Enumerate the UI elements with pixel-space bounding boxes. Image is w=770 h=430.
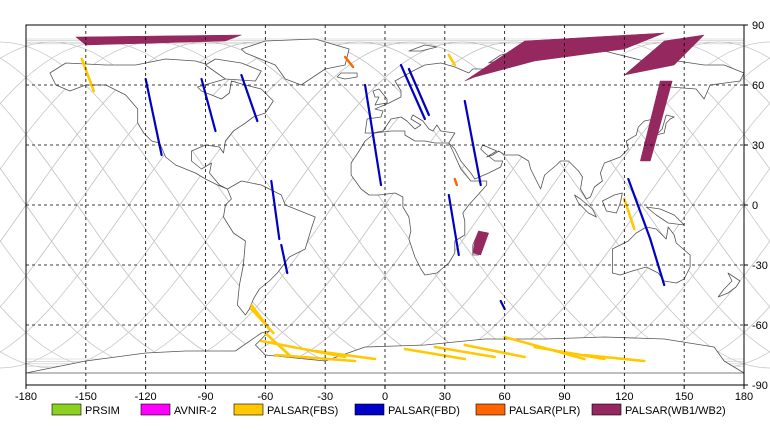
swath-palsar-fbd — [399, 63, 426, 121]
swath-palsar-fbd — [363, 83, 383, 187]
swath-palsar-fbs — [313, 349, 377, 361]
legend-swatch — [51, 403, 82, 416]
legend-swatch — [591, 403, 622, 416]
swath-palsar-fbd — [270, 179, 281, 241]
y-tick-label: 30 — [752, 140, 764, 152]
x-tick-label: -120 — [135, 391, 157, 403]
orbit-track — [242, 41, 770, 353]
swath-palsar-fbd — [144, 77, 163, 157]
y-tick-label: -90 — [752, 380, 768, 392]
y-axis-ticks: 90 60 30 0 -30 -60 -90 — [744, 20, 768, 392]
x-tick-label: -60 — [257, 391, 273, 403]
swath-palsar-wb — [639, 80, 673, 162]
y-tick-label: 60 — [752, 80, 764, 92]
legend-label: PALSAR(FBD) — [388, 405, 460, 417]
swath-palsar-fbs — [463, 343, 526, 359]
x-tick-label: 60 — [499, 391, 511, 403]
swath-palsar-fbd — [499, 299, 506, 311]
y-tick-label: 0 — [752, 200, 758, 212]
coastline-borneo — [602, 192, 623, 214]
coastline-britain — [372, 88, 388, 106]
y-tick-label: -60 — [752, 320, 768, 332]
swath-palsar-fbs — [623, 197, 636, 231]
swath-palsar-fbd — [280, 243, 289, 275]
legend-label: PALSAR(FBS) — [267, 405, 338, 417]
coastline-sumatra — [574, 194, 597, 218]
swath-palsar-fbd — [407, 67, 430, 117]
swath-palsar-wb — [472, 230, 490, 256]
x-tick-label: 0 — [382, 391, 388, 403]
x-tick-label: 30 — [439, 391, 451, 403]
legend-label: PALSAR(PLR) — [509, 405, 580, 417]
x-tick-label: -30 — [317, 391, 333, 403]
coastline-australia — [612, 226, 691, 284]
legend-swatch — [140, 403, 171, 416]
swath-palsar-fbs — [447, 53, 457, 67]
x-tick-label: 150 — [675, 391, 693, 403]
swath-palsar-fbs — [583, 353, 646, 363]
y-tick-label: 90 — [752, 20, 764, 32]
legend-label: AVNIR-2 — [174, 405, 217, 417]
swath-palsar-fbd — [240, 73, 259, 123]
legend: PRSIM AVNIR-2 PALSAR(FBS) PALSAR(FBD) PALSAR… — [51, 403, 726, 417]
x-tick-label: 90 — [558, 391, 570, 403]
coastline-baffin — [205, 58, 262, 82]
swath-palsar-fbs — [80, 57, 96, 93]
coastline-new-zealand — [717, 272, 741, 298]
legend-swatch — [354, 403, 385, 416]
coastline-svalbard — [408, 44, 438, 52]
swath-palsar-plr — [343, 55, 355, 69]
swath-palsar-fbd — [649, 237, 666, 287]
swath-palsar-fbs — [250, 307, 275, 335]
legend-label: PALSAR(WB1/WB2) — [625, 405, 726, 417]
orbit-track — [88, 41, 770, 369]
swath-palsar-fbd — [627, 177, 652, 241]
swath-palsar-fbs — [403, 347, 467, 361]
coastline-africa — [350, 130, 488, 276]
x-tick-label: -150 — [75, 391, 97, 403]
legend-swatch — [475, 403, 506, 416]
swath-palsar-fbs — [433, 345, 496, 359]
swath-palsar-fbs — [274, 353, 357, 363]
x-tick-label: -90 — [198, 391, 214, 403]
swath-palsar-fbd — [200, 77, 217, 133]
swath-palsar-plr — [453, 177, 458, 187]
coastline-south-america — [223, 180, 316, 316]
legend-label: PRSIM — [85, 405, 120, 417]
x-axis-ticks: -180 -150 -120 -90 -60 -30 0 30 60 90 120 150 180 — [15, 385, 753, 403]
x-tick-label: 120 — [615, 391, 633, 403]
swath-palsar-fbd — [447, 193, 460, 257]
legend-swatch — [233, 403, 264, 416]
x-tick-label: 180 — [735, 391, 753, 403]
swath-palsar-wb — [75, 34, 242, 46]
graticule-grid — [26, 25, 744, 385]
swath-palsar-fbd — [463, 99, 482, 187]
x-tick-label: -180 — [15, 391, 37, 403]
y-tick-label: -30 — [752, 260, 768, 272]
coastline-iceland — [336, 72, 358, 80]
